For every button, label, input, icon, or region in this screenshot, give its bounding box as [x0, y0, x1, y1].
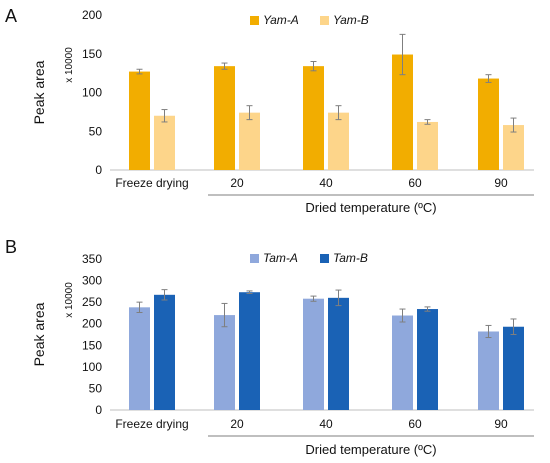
- bar-tam-a-4: [478, 331, 499, 410]
- x-tick-label: Freeze drying: [115, 176, 188, 190]
- panel-label: A: [5, 6, 17, 26]
- chart-panel-b: B Peak area x 10000 0 50 100 150 200 250 300 350 Fr…: [5, 237, 534, 457]
- bar-yam-b-0: [154, 115, 175, 170]
- legend-swatch-tam-a: [250, 254, 259, 263]
- legend-label-tam-b: Tam-B: [333, 251, 368, 265]
- bar-tam-a-0: [129, 307, 150, 410]
- y-tick-label: 0: [95, 163, 102, 177]
- bar-tam-b-2: [328, 297, 349, 410]
- bar-yam-b-2: [328, 112, 349, 170]
- bar-yam-a-3: [392, 54, 413, 170]
- y-tick-label: 150: [82, 47, 102, 61]
- bar-tam-a-2: [303, 298, 324, 410]
- panel-label: B: [5, 237, 17, 257]
- y-tick-label: 200: [82, 317, 102, 331]
- x-tick-label: Freeze drying: [115, 417, 188, 431]
- chart-panel-a: A Peak area x 10000 0 50 100 150 200 Freeze dryi…: [5, 6, 534, 215]
- bar-tam-a-3: [392, 315, 413, 410]
- bar-yam-a-0: [129, 71, 150, 170]
- y-tick-label: 50: [89, 124, 103, 138]
- y-axis-multiplier: x 10000: [64, 47, 75, 83]
- bar-yam-b-4: [503, 125, 524, 170]
- bar-yam-a-2: [303, 66, 324, 170]
- x-tick-label: 20: [230, 176, 244, 190]
- y-tick-label: 150: [82, 338, 102, 352]
- x-tick-label: 20: [230, 417, 244, 431]
- y-tick-label: 200: [82, 8, 102, 22]
- y-axis-label: Peak area: [31, 302, 47, 366]
- legend-label-tam-a: Tam-A: [263, 251, 298, 265]
- bar-yam-a-1: [214, 66, 235, 170]
- y-axis-multiplier: x 10000: [64, 282, 75, 318]
- x-group-title: Dried temperature (ºC): [305, 442, 436, 457]
- bar-yam-b-3: [417, 121, 438, 170]
- y-tick-label: 100: [82, 86, 102, 100]
- y-tick-label: 50: [89, 381, 103, 395]
- bar-tam-b-4: [503, 326, 524, 410]
- y-tick-label: 0: [95, 403, 102, 417]
- y-tick-label: 350: [82, 252, 102, 266]
- bar-tam-a-1: [214, 315, 235, 410]
- y-tick-label: 300: [82, 274, 102, 288]
- bar-tam-b-3: [417, 309, 438, 410]
- x-tick-label: 90: [494, 417, 508, 431]
- x-tick-label: 60: [408, 417, 422, 431]
- x-group-title: Dried temperature (ºC): [305, 200, 436, 215]
- legend-label-yam-b: Yam-B: [333, 13, 369, 27]
- x-tick-label: 90: [494, 176, 508, 190]
- y-tick-label: 100: [82, 360, 102, 374]
- legend-swatch-yam-b: [320, 16, 329, 25]
- bar-yam-b-1: [239, 112, 260, 170]
- bar-yam-a-4: [478, 78, 499, 170]
- legend-label-yam-a: Yam-A: [263, 13, 299, 27]
- bar-tam-b-0: [154, 294, 175, 410]
- y-tick-label: 250: [82, 295, 102, 309]
- legend-swatch-yam-a: [250, 16, 259, 25]
- x-tick-label: 40: [319, 176, 333, 190]
- x-tick-label: 60: [408, 176, 422, 190]
- x-tick-label: 40: [319, 417, 333, 431]
- y-axis-label: Peak area: [31, 60, 47, 124]
- bar-tam-b-1: [239, 292, 260, 410]
- legend-swatch-tam-b: [320, 254, 329, 263]
